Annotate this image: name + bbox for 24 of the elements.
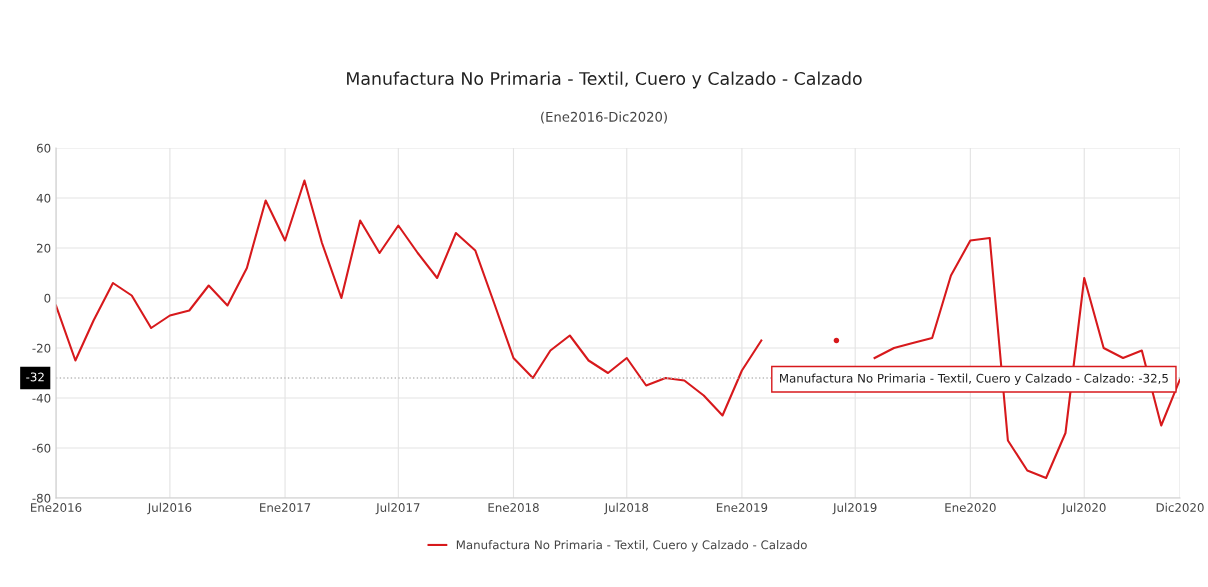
x-tick-label: Ene2019 [716,503,768,512]
x-tick-label: Jul2018 [604,502,649,515]
chart-title: Manufactura No Primaria - Textil, Cuero y Calzado - Calzado [347,71,862,89]
y-tick-label: 40 [36,193,51,203]
x-tick-label: Jul2020 [1061,502,1106,515]
x-tick-label: Ene2018 [488,503,539,512]
x-tick-label: Ene2017 [260,503,311,512]
y-tick-label: -80 [32,493,51,503]
y-tick-label: -40 [32,393,51,403]
x-tick-label: Ene2020 [945,503,996,512]
x-tick-label: Dic2020 [1156,502,1204,512]
ref-line-label: -32 [26,372,44,382]
y-tick-label: 0 [44,293,51,303]
x-tick-label: Ene2016 [31,503,82,512]
legend-label: Manufactura No Primaria - Textil, Cuero y Calzado - Calzado [456,540,807,552]
y-tick-label: -60 [32,443,51,453]
y-tick-label: 20 [36,243,51,253]
chart-subtitle: (Ene2016-Dic2020) [541,111,667,124]
x-tick-label: Jul2016 [147,502,192,515]
x-tick-label: Jul2017 [375,502,420,515]
x-tick-label: Jul2019 [832,502,877,515]
annotation: Manufactura No Primaria - Textil, Cuero y Calzado - Calzado: -32,5 [780,373,1168,385]
y-tick-label: 60 [36,143,51,153]
y-tick-label: -20 [32,343,51,353]
